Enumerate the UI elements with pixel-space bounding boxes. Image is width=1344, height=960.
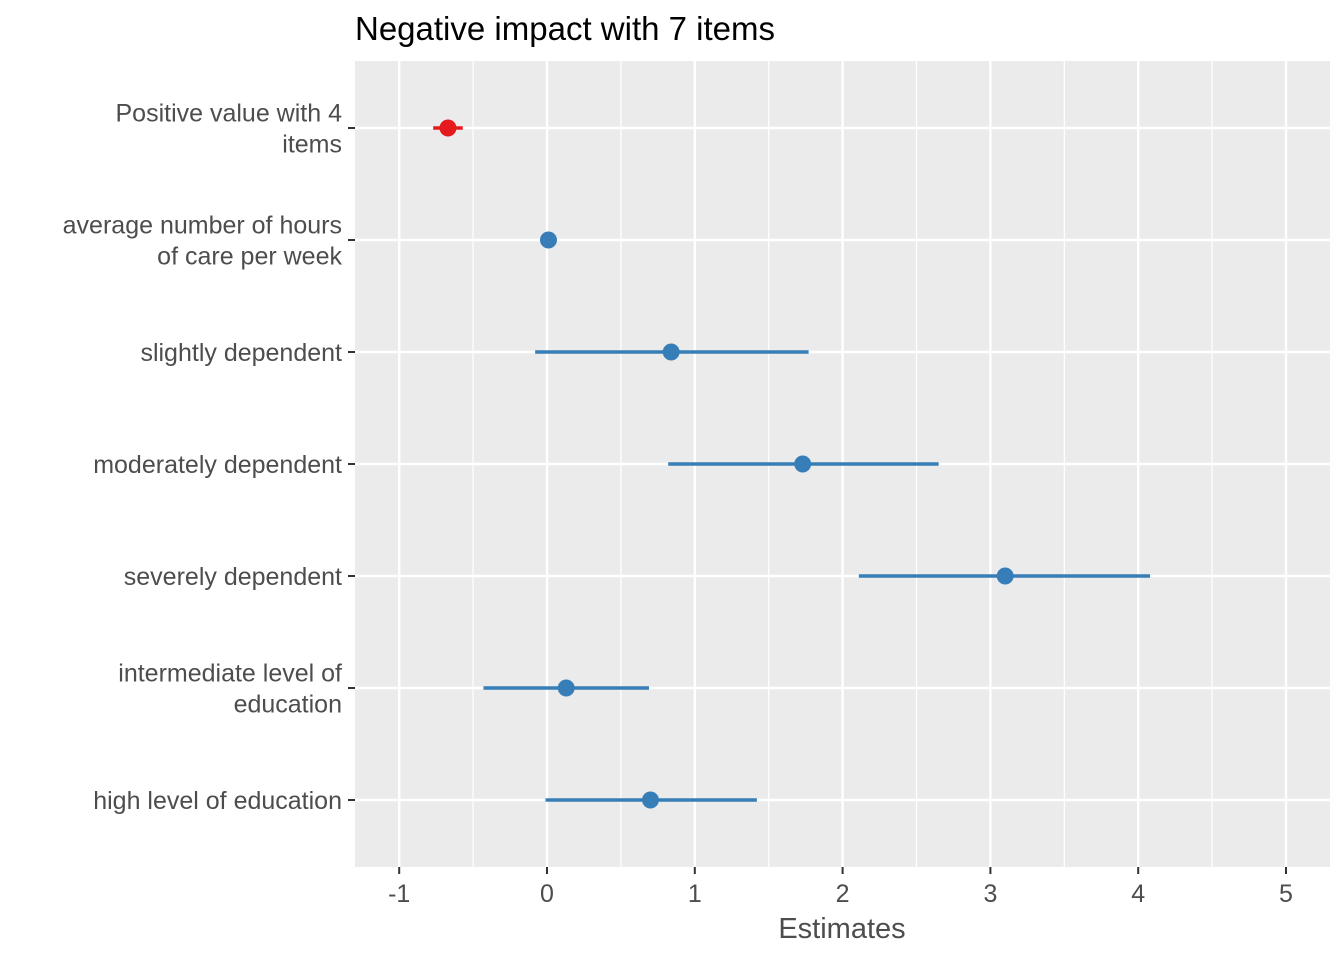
point-estimate [794,455,812,473]
x-axis-title: Estimates [778,913,905,945]
y-tick-label-line: high level of education [93,787,342,815]
y-tick-label: intermediate level of education [118,660,342,719]
x-tick-label: 3 [983,880,997,908]
y-tick-label: moderately dependent [93,451,342,479]
y-tick-label: severely dependent [124,563,342,591]
x-tick-label: 4 [1131,880,1145,908]
point-estimate [439,119,457,137]
y-tick-label-line: items [282,131,342,159]
y-tick-label-line: average number of hours [63,212,342,240]
y-tick-label: Positive value with 4 items [115,100,342,159]
point-estimate [641,791,659,809]
point-estimate [557,679,575,697]
y-tick-label-line: Positive value with 4 [115,100,342,128]
estimate-marks [433,119,1151,809]
y-tick-label-line: slightly dependent [140,339,342,367]
y-axis: Positive value with 4 items average number… [63,100,355,815]
y-tick-label: average number of hours of care per week [63,212,343,271]
y-tick-label-line: moderately dependent [93,451,342,479]
y-tick-label: slightly dependent [140,339,342,367]
y-tick-label-line: severely dependent [124,563,342,591]
y-tick-label-line: of care per week [157,243,342,271]
y-tick-label-line: intermediate level of [118,660,342,688]
x-tick-label: 5 [1279,880,1293,908]
x-tick-label: 1 [688,880,702,908]
x-tick-label: -1 [388,880,410,908]
chart-title: Negative impact with 7 items [355,10,775,47]
point-estimate [662,343,680,361]
point-estimate [996,567,1014,585]
x-axis: -1 0 1 2 3 4 5 [388,867,1293,908]
y-tick-label: high level of education [93,787,342,815]
x-tick-label: 2 [836,880,850,908]
x-tick-label: 0 [540,880,554,908]
point-estimate [539,231,557,249]
y-tick-label-line: education [234,691,342,719]
